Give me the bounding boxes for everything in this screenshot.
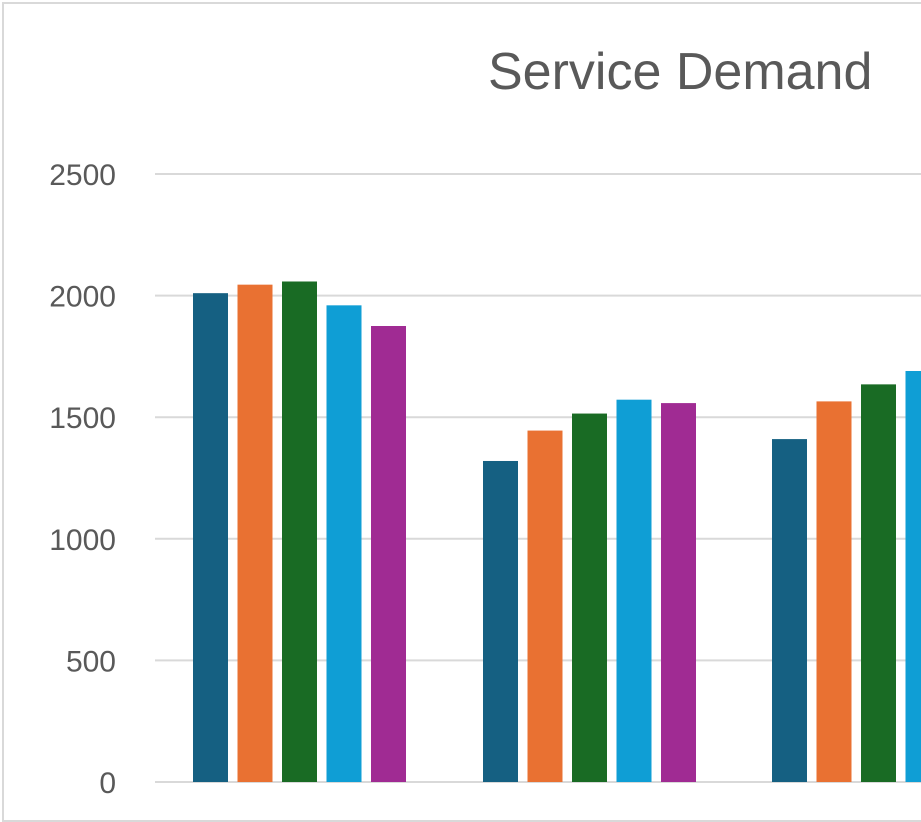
y-axis-tick-labels: 0 500 1000 1500 2000 2500: [49, 159, 116, 798]
bar-1-2: [238, 285, 273, 782]
y-tick-label: 1500: [49, 402, 116, 435]
y-tick-label: 2000: [49, 281, 116, 314]
bar-3-2: [817, 401, 852, 782]
bar-chart: 0 500 1000 1500 2000 2500: [0, 0, 921, 798]
bar-1-3: [282, 281, 317, 782]
bar-1-1: [193, 293, 228, 782]
bar-2-2: [528, 431, 563, 782]
bar-2-3: [572, 414, 607, 782]
bar-3-4: [906, 371, 921, 782]
bar-2-4: [617, 400, 652, 782]
bar-series: [193, 281, 921, 782]
bar-1-5: [371, 326, 406, 782]
bar-2-1: [483, 461, 518, 782]
bar-3-1: [772, 439, 807, 782]
y-tick-label: 2500: [49, 159, 116, 192]
bar-2-5: [661, 403, 696, 782]
bar-3-3: [861, 384, 896, 782]
y-tick-label: 0: [99, 767, 116, 798]
bar-1-4: [327, 305, 362, 782]
y-tick-label: 1000: [49, 524, 116, 557]
y-tick-label: 500: [66, 645, 116, 678]
